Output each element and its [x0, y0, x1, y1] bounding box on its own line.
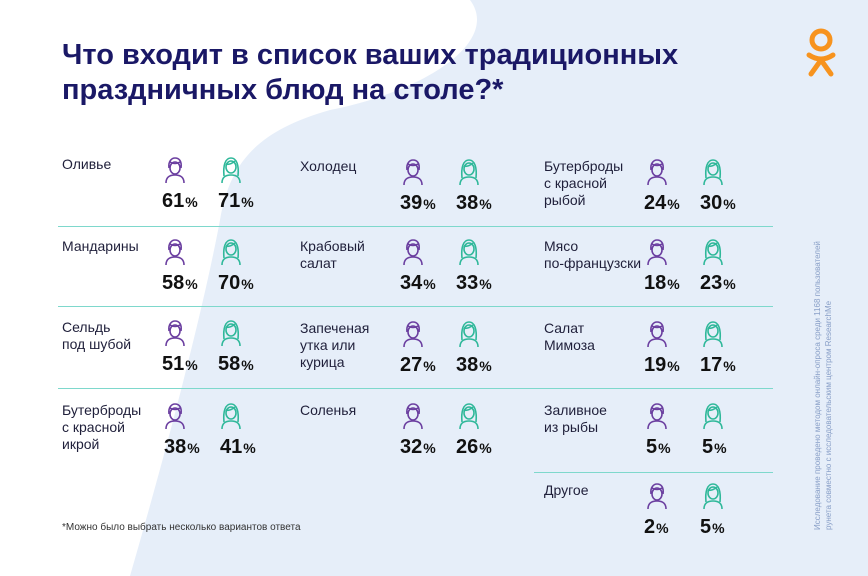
male-percent: 27%: [400, 354, 436, 376]
dish-label: Сельдь под шубой: [62, 319, 132, 352]
female-percent: 5%: [700, 516, 725, 538]
female-percent: 71%: [218, 190, 254, 212]
male-person-icon: [402, 158, 424, 186]
male-person-icon: [164, 156, 186, 184]
male-person-icon: [402, 238, 424, 266]
female-person-icon: [702, 482, 724, 510]
male-person-icon: [646, 158, 668, 186]
female-percent: 30%: [700, 192, 736, 214]
male-percent: 18%: [644, 272, 680, 294]
female-person-icon: [220, 319, 242, 347]
dish-label: Другое: [544, 482, 589, 498]
male-percent: 32%: [400, 436, 436, 458]
male-person-icon: [646, 320, 668, 348]
dish-item: Мандарины 58% 70%: [62, 238, 272, 314]
dish-label: Бутерброды с красной икрой: [62, 402, 142, 452]
female-percent: 33%: [456, 272, 492, 294]
dish-label: Салат Мимоза: [544, 320, 595, 353]
female-percent: 41%: [220, 436, 256, 458]
dish-item: Холодец 39% 38%: [300, 158, 510, 234]
footnote: *Можно было выбрать несколько вариантов …: [62, 522, 301, 533]
female-percent: 38%: [456, 192, 492, 214]
survey-note: Исследование проведено методом онлайн-оп…: [813, 241, 833, 530]
dish-item: Крабовый салат 34% 33%: [300, 238, 510, 314]
page-title: Что входит в список ваших традиционных п…: [62, 39, 679, 106]
dish-label: Запеченая утка или курица: [300, 320, 370, 370]
dish-item: Заливное из рыбы 5% 5%: [544, 402, 754, 478]
male-person-icon: [402, 320, 424, 348]
dish-item: Салат Мимоза 19% 17%: [544, 320, 754, 396]
dish-item: Сельдь под шубой 51% 58%: [62, 319, 272, 395]
dish-label: Заливное из рыбы: [544, 402, 607, 435]
male-person-icon: [164, 238, 186, 266]
male-person-icon: [164, 402, 186, 430]
female-percent: 38%: [456, 354, 492, 376]
female-percent: 26%: [456, 436, 492, 458]
male-percent: 19%: [644, 354, 680, 376]
male-percent: 51%: [162, 353, 198, 375]
male-percent: 61%: [162, 190, 198, 212]
ok-logo-icon: [806, 28, 836, 77]
female-person-icon: [702, 158, 724, 186]
female-person-icon: [220, 238, 242, 266]
dish-label: Холодец: [300, 158, 357, 174]
male-percent: 39%: [400, 192, 436, 214]
row-separator: [534, 472, 773, 473]
dish-item: Бутерброды с красной икрой 38% 41%: [62, 402, 272, 478]
female-person-icon: [458, 320, 480, 348]
row-separator: [58, 306, 773, 307]
row-separator: [58, 226, 773, 227]
female-person-icon: [458, 402, 480, 430]
male-person-icon: [164, 319, 186, 347]
female-percent: 58%: [218, 353, 254, 375]
female-person-icon: [458, 158, 480, 186]
dish-item: Оливье 61% 71%: [62, 156, 272, 232]
dish-label: Соленья: [300, 402, 357, 418]
dish-item: Запеченая утка или курица 27% 38%: [300, 320, 510, 396]
female-percent: 17%: [700, 354, 736, 376]
dish-label: Бутерброды с красной рыбой: [544, 158, 624, 208]
male-person-icon: [646, 238, 668, 266]
dish-label: Мясо по-французски: [544, 238, 642, 271]
male-percent: 5%: [646, 436, 671, 458]
female-person-icon: [220, 402, 242, 430]
male-percent: 34%: [400, 272, 436, 294]
female-percent: 5%: [702, 436, 727, 458]
male-person-icon: [402, 402, 424, 430]
female-person-icon: [702, 238, 724, 266]
male-percent: 24%: [644, 192, 680, 214]
female-person-icon: [220, 156, 242, 184]
row-separator: [58, 388, 773, 389]
dish-item: Бутерброды с красной рыбой 24% 30%: [544, 158, 754, 234]
male-percent: 2%: [644, 516, 669, 538]
female-percent: 70%: [218, 272, 254, 294]
male-person-icon: [646, 402, 668, 430]
female-person-icon: [458, 238, 480, 266]
male-person-icon: [646, 482, 668, 510]
male-percent: 58%: [162, 272, 198, 294]
female-person-icon: [702, 320, 724, 348]
dish-item: Другое 2% 5%: [544, 482, 754, 558]
dish-label: Мандарины: [62, 238, 139, 254]
female-person-icon: [702, 402, 724, 430]
female-percent: 23%: [700, 272, 736, 294]
dish-item: Соленья 32% 26%: [300, 402, 510, 478]
dish-label: Крабовый салат: [300, 238, 365, 271]
male-percent: 38%: [164, 436, 200, 458]
dish-label: Оливье: [62, 156, 112, 172]
dish-item: Мясо по-французски 18% 23%: [544, 238, 754, 314]
